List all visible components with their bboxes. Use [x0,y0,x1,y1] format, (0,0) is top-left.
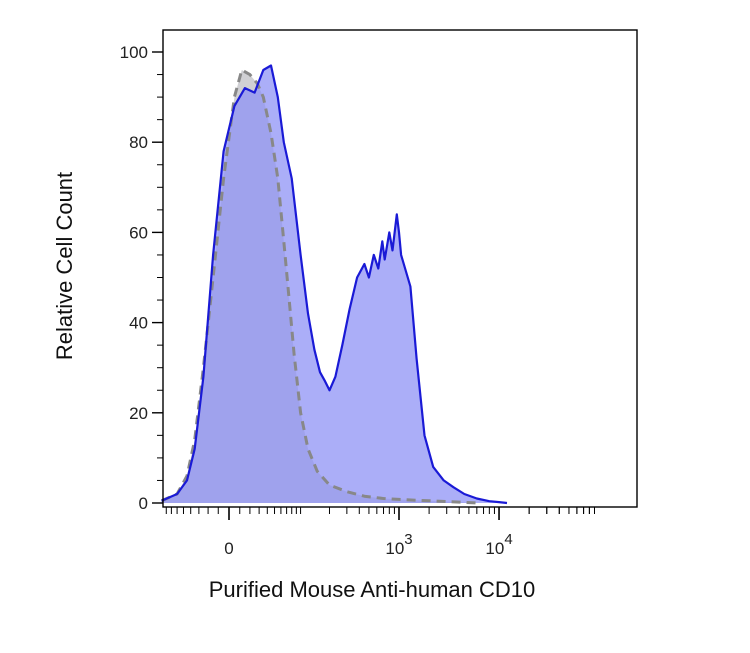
x-axis-title: Purified Mouse Anti-human CD10 [209,577,536,602]
x-tick-label: 104 [485,531,512,558]
x-axis: 0 103 104 [165,507,596,558]
series-cd10-area [161,65,507,503]
y-tick-label: 60 [129,223,148,242]
y-tick-label: 0 [139,494,148,513]
y-axis: 0 20 40 60 80 100 [120,43,163,513]
y-tick-label: 100 [120,43,148,62]
y-axis-title: Relative Cell Count [52,172,77,360]
y-tick-label: 20 [129,404,148,423]
x-tick-label: 0 [224,539,233,558]
y-tick-label: 40 [129,314,148,333]
plot-frame [162,29,638,508]
series-cd10-line [161,64,508,505]
y-tick-label: 80 [129,133,148,152]
series-layer [161,64,508,505]
x-tick-label: 103 [385,531,412,558]
